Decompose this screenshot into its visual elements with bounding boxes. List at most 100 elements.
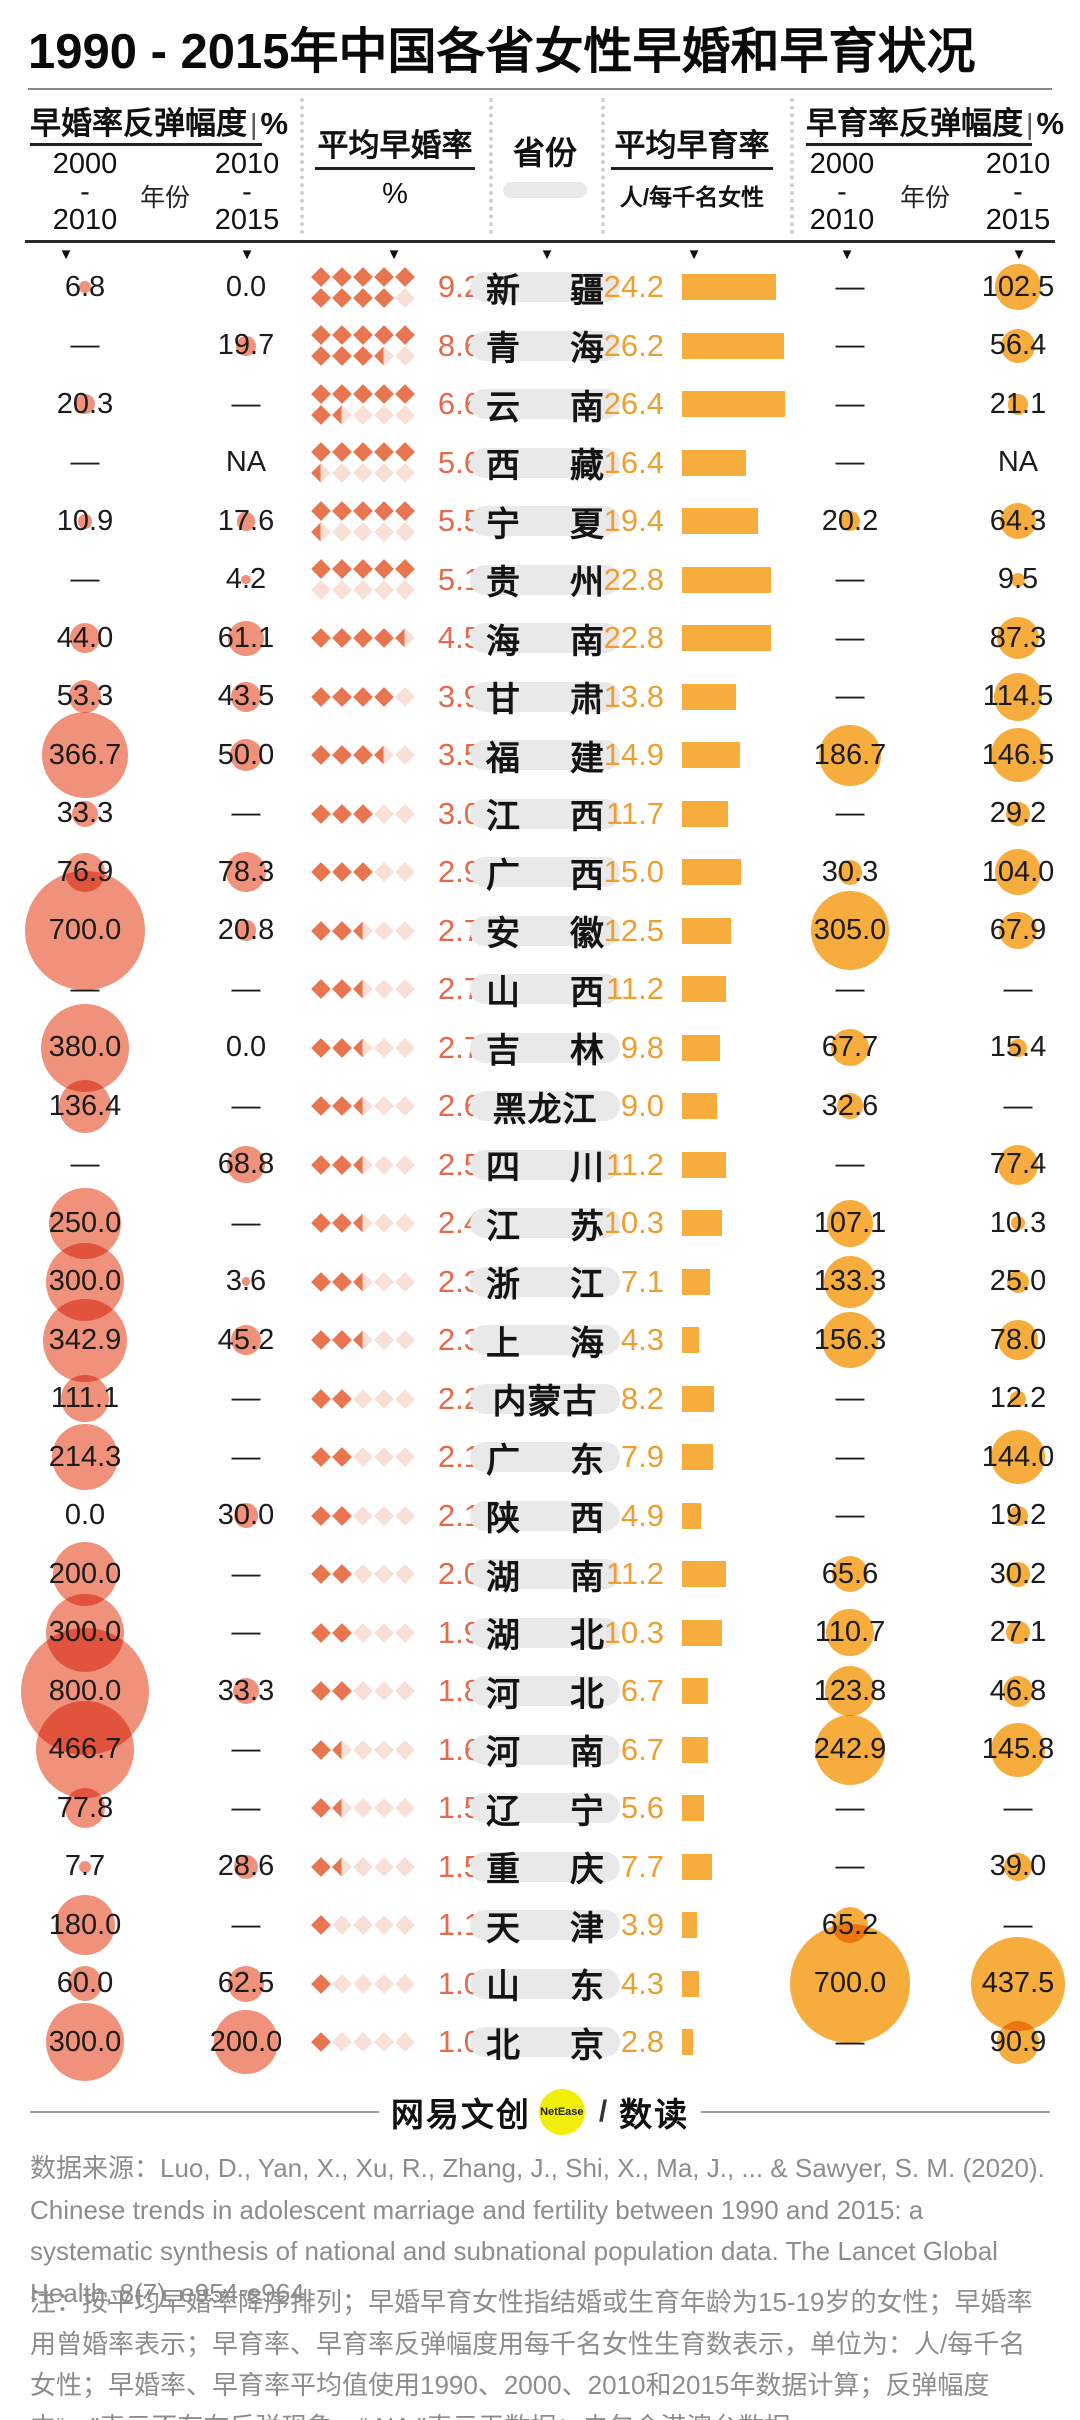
diamond-icon bbox=[394, 1037, 415, 1058]
table-row: 77.8—1.5 辽宁 5.6— — bbox=[0, 1779, 1080, 1838]
marriage-rate-diamonds bbox=[310, 609, 415, 668]
diamond-icon bbox=[373, 580, 394, 601]
fertility-rate-bar bbox=[682, 1327, 699, 1353]
diamond-icon bbox=[310, 1096, 331, 1117]
diamond-icon bbox=[352, 686, 373, 707]
marriage-rebound-2000-2010-bubble bbox=[72, 800, 98, 827]
diamond-line bbox=[310, 1505, 415, 1526]
diamond-line bbox=[310, 1096, 415, 1117]
fertility-rebound-2000-2010-value: — bbox=[835, 446, 865, 479]
fertility-rebound-2010-2015-value: 21.1 bbox=[989, 387, 1047, 420]
marriage-rate-diamonds bbox=[310, 492, 415, 551]
province-cell: 四川 bbox=[470, 1136, 620, 1195]
marriage-rebound-2010-2015-value: — bbox=[231, 797, 261, 830]
diamond-icon bbox=[331, 686, 352, 707]
fertility-rebound-2010-2015-bubble bbox=[990, 728, 1046, 783]
diamond-icon bbox=[310, 1798, 331, 1819]
diamond-icon bbox=[331, 1622, 352, 1643]
province-pill bbox=[470, 1091, 620, 1121]
fertility-rebound-2000-2010-value: 156.3 bbox=[813, 1323, 887, 1356]
fertility-rebound-2010-2015-bubble bbox=[998, 1144, 1038, 1185]
diamond-icon bbox=[352, 1856, 373, 1877]
diamond-line bbox=[310, 463, 415, 484]
fertility-rebound-2010-2015-bubble bbox=[1010, 1390, 1026, 1407]
diamond-icon bbox=[331, 325, 352, 346]
fertility-rate-bar bbox=[682, 859, 741, 885]
marriage-rebound-2000-2010-value: — bbox=[70, 563, 100, 596]
marriage-rebound-2000-2010-value: 466.7 bbox=[48, 1733, 122, 1766]
diamond-icon bbox=[373, 463, 394, 484]
diamond-icon bbox=[352, 266, 373, 287]
diamond-icon bbox=[394, 803, 415, 824]
marriage-rebound-2000-2010-bubble bbox=[77, 513, 93, 529]
fertility-rebound-2000-2010-value: — bbox=[835, 680, 865, 713]
province-pill bbox=[470, 1676, 620, 1706]
fertility-rebound-2010-2015-value: — bbox=[1003, 1908, 1033, 1941]
table-row: 44.0 61.1 4.5 海南 22.8—87.3 bbox=[0, 609, 1080, 668]
diamond-icon bbox=[373, 1505, 394, 1526]
table-row: 200.0—2.0 湖南 11.2 65.6 30.2 bbox=[0, 1542, 1080, 1607]
diamond-icon bbox=[331, 404, 352, 425]
marriage-rebound-2010-2015-value: NA bbox=[225, 446, 267, 479]
diamond-icon bbox=[331, 1739, 352, 1760]
table-row: 20.3—6.6 云南 26.4—21.1 bbox=[0, 375, 1080, 434]
province-name: 上海 bbox=[486, 1324, 604, 1363]
diamond-icon bbox=[352, 1681, 373, 1702]
fertility-rebound-2000-2010-value: 30.3 bbox=[821, 855, 879, 888]
table-row: 380.0 0.0 2.7 吉林 9.8 67.7 15.4 bbox=[0, 1003, 1080, 1092]
diamond-icon bbox=[310, 1213, 331, 1234]
footer-line-right bbox=[701, 2111, 1050, 2113]
fertility-rebound-2000-2010-value: — bbox=[835, 329, 865, 362]
diamond-icon bbox=[394, 559, 415, 580]
fertility-rebound-2000-2010-value: 133.3 bbox=[813, 1265, 887, 1298]
marriage-rebound-2010-2015-bubble bbox=[214, 2010, 278, 2075]
marriage-rate-diamonds bbox=[310, 1896, 415, 1955]
diamond-icon bbox=[331, 1973, 352, 1994]
marriage-rebound-2000-2010-value: 20.3 bbox=[56, 387, 114, 420]
diamond-icon bbox=[310, 404, 331, 425]
fertility-rebound-2000-2010-bubble bbox=[826, 1609, 874, 1657]
fertility-rebound-2000-2010-value: — bbox=[835, 1148, 865, 1181]
fertility-rebound-2010-2015-value: 102.5 bbox=[981, 270, 1055, 303]
table-row: 342.9 45.2 2.3 上海 4.3 156.3 78.0 bbox=[0, 1298, 1080, 1382]
diamond-icon bbox=[373, 1271, 394, 1292]
marriage-rebound-2010-2015-value: 78.3 bbox=[217, 855, 275, 888]
marriage-rebound-2010-2015-bubble bbox=[236, 511, 256, 531]
table-row: 214.3—2.1 广东 7.9—144.0 bbox=[0, 1424, 1080, 1491]
fertility-rebound-2010-2015-bubble bbox=[990, 1722, 1046, 1777]
diamond-icon bbox=[352, 1564, 373, 1585]
diamond-icon bbox=[331, 383, 352, 404]
province-pill bbox=[470, 389, 620, 419]
province-cell: 湖南 bbox=[470, 1545, 620, 1604]
marriage-rebound-2000-2010-bubble bbox=[52, 1424, 118, 1491]
fertility-rebound-2010-2015-value: 10.3 bbox=[989, 1206, 1047, 1239]
diamond-icon bbox=[310, 686, 331, 707]
diamond-icon bbox=[331, 1154, 352, 1175]
diamond-icon bbox=[331, 1798, 352, 1819]
diamond-line bbox=[310, 920, 415, 941]
fertility-rebound-2010-2015-value: 104.0 bbox=[981, 855, 1055, 888]
sort-arrow-icon: ▼ bbox=[539, 246, 555, 263]
diamond-icon bbox=[352, 463, 373, 484]
brand-name: 网易文创 bbox=[390, 2096, 531, 2133]
province-cell: 辽宁 bbox=[470, 1779, 620, 1838]
marriage-rate-diamonds bbox=[310, 1136, 415, 1195]
marriage-rebound-2000-2010-value: — bbox=[70, 446, 100, 479]
marriage-rebound-2010-2015-value: 4.2 bbox=[225, 563, 267, 596]
marriage-rate-diamonds bbox=[310, 843, 415, 902]
fertility-rate-bar bbox=[682, 917, 731, 944]
marriage-rate-diamonds bbox=[310, 1721, 415, 1780]
marriage-rebound-2010-2015-value: 0.0 bbox=[225, 270, 267, 303]
period-2000-2010: 2000-2010 bbox=[52, 148, 118, 236]
diamond-icon bbox=[331, 628, 352, 649]
marriage-rate-diamonds bbox=[310, 1194, 415, 1253]
diamond-icon bbox=[331, 1447, 352, 1468]
fertility-rate-value: 12.5 bbox=[603, 912, 664, 948]
marriage-rebound-2010-2015-value: — bbox=[231, 1206, 261, 1239]
diamond-icon bbox=[394, 1213, 415, 1234]
fertility-rebound-2000-2010-value: 305.0 bbox=[813, 914, 887, 947]
province-pill bbox=[470, 1617, 620, 1648]
diamond-icon bbox=[394, 1447, 415, 1468]
province-name: 重庆 bbox=[486, 1851, 604, 1890]
fertility-rebound-2000-2010-value: 242.9 bbox=[813, 1733, 887, 1766]
